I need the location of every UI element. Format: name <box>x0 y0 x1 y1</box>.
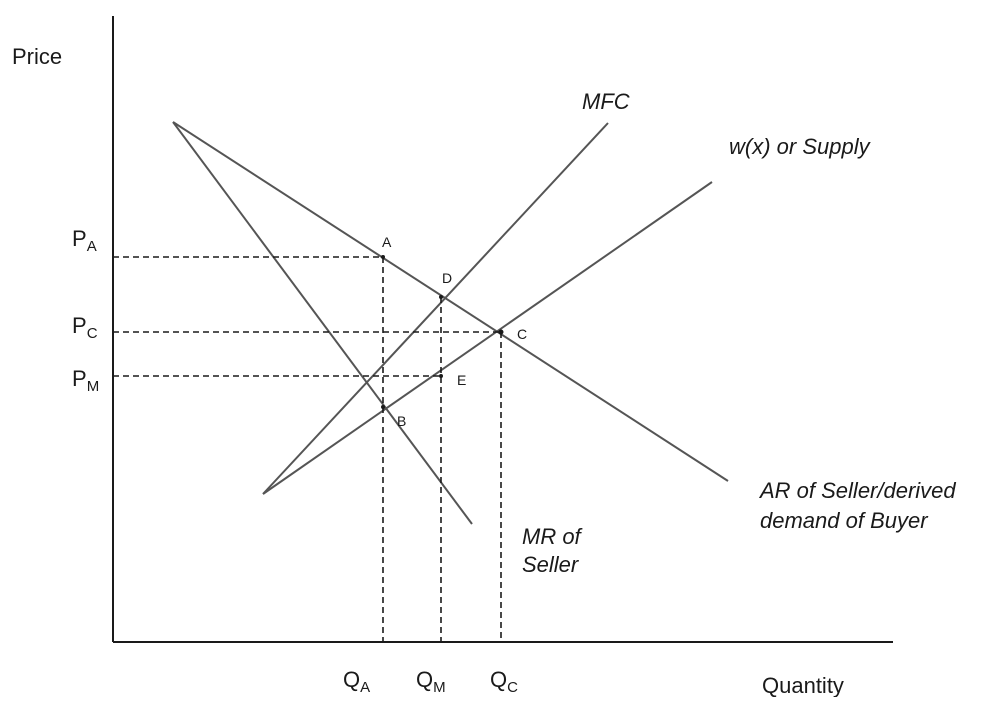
mr-label-line1: MR of <box>522 524 584 549</box>
mfc-label: MFC <box>582 89 630 114</box>
mr-label-line2: Seller <box>522 552 580 577</box>
ar-curve <box>172 121 729 482</box>
point-b-label: B <box>397 413 406 429</box>
point-d-marker <box>439 295 443 299</box>
point-d-label: D <box>442 270 452 286</box>
point-c-marker <box>498 329 504 335</box>
point-e-marker <box>439 374 443 378</box>
ar-label-line2: demand of Buyer <box>760 508 929 533</box>
quantity-label-qa: QA <box>343 667 370 696</box>
point-e-label: E <box>457 372 466 388</box>
point-c-label: C <box>517 326 527 342</box>
supply-label: w(x) or Supply <box>729 134 872 159</box>
quantity-label-qc: QC <box>490 667 518 696</box>
point-b-marker <box>381 405 385 409</box>
quantity-axis-label: Quantity <box>762 673 844 697</box>
quantity-label-qm: QM <box>416 667 446 696</box>
mr-curve <box>172 121 473 525</box>
mfc-curve <box>262 122 609 495</box>
price-label-pc: PC <box>72 313 98 342</box>
price-label-pa: PA <box>72 226 97 255</box>
point-a-marker <box>381 255 385 259</box>
point-a-label: A <box>382 234 392 250</box>
price-label-pm: PM <box>72 366 99 395</box>
ar-label-line1: AR of Seller/derived <box>758 478 956 503</box>
supply-curve <box>262 181 713 495</box>
price-axis-label: Price <box>12 44 62 69</box>
